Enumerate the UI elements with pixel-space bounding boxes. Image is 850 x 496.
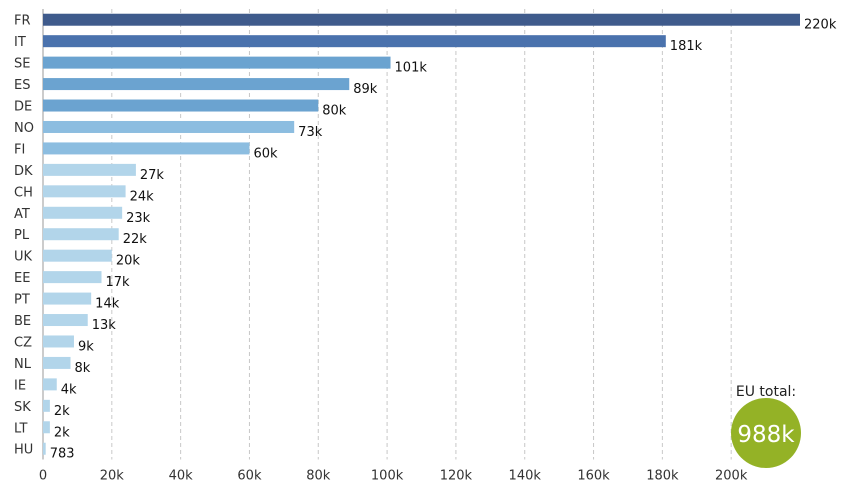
category-label-uk: UK — [14, 250, 33, 265]
value-label-it: 181k — [670, 39, 703, 54]
value-label-nl: 8k — [75, 361, 91, 376]
eu-total-circle — [731, 398, 801, 468]
bar-uk — [43, 249, 112, 262]
category-label-it: IT — [14, 35, 26, 50]
category-label-at: AT — [14, 207, 30, 222]
bar-fr — [43, 13, 800, 26]
category-label-se: SE — [14, 57, 30, 72]
category-label-ee: EE — [14, 271, 30, 286]
bar-sk — [43, 399, 50, 412]
value-label-be: 13k — [92, 318, 117, 333]
bar-de — [43, 99, 319, 112]
category-label-es: ES — [14, 78, 30, 93]
bar-es — [43, 78, 350, 91]
bar-pl — [43, 228, 119, 241]
value-label-dk: 27k — [140, 168, 165, 183]
x-tick-label: 80k — [306, 468, 331, 483]
category-label-hu: HU — [14, 443, 33, 458]
eu-total-value: 988k — [737, 422, 795, 448]
bar-layer — [43, 13, 800, 455]
value-label-cz: 9k — [78, 339, 94, 354]
category-label-ie: IE — [14, 378, 26, 393]
bar-dk — [43, 163, 136, 176]
value-label-uk: 20k — [116, 254, 141, 269]
bar-ch — [43, 185, 126, 198]
value-label-lt: 2k — [54, 425, 70, 440]
x-tick-label: 100k — [371, 468, 404, 483]
category-label-de: DE — [14, 100, 32, 115]
value-label-de: 80k — [322, 104, 347, 119]
category-label-pt: PT — [14, 293, 30, 308]
bar-no — [43, 120, 295, 133]
x-tick-label: 20k — [100, 468, 125, 483]
value-label-no: 73k — [298, 125, 323, 140]
category-label-ch: CH — [14, 185, 33, 200]
category-label-be: BE — [14, 314, 31, 329]
value-label-ie: 4k — [61, 382, 77, 397]
bar-cz — [43, 335, 74, 348]
bar-hu — [43, 442, 46, 455]
bar-ie — [43, 378, 57, 391]
value-label-pt: 14k — [95, 297, 120, 312]
x-tick-label: 0 — [39, 468, 47, 483]
value-label-ee: 17k — [105, 275, 130, 290]
category-label-nl: NL — [14, 357, 32, 372]
bar-nl — [43, 356, 71, 369]
category-label-sk: SK — [14, 400, 31, 415]
x-tick-label: 60k — [237, 468, 262, 483]
value-label-fr: 220k — [804, 18, 837, 33]
x-tick-label: 160k — [577, 468, 610, 483]
value-label-hu: 783 — [50, 447, 75, 462]
x-axis-ticks: 0 20k 40k 60k 80k 100k 120k 140k 160k 180k 200k — [39, 468, 748, 483]
bar-at — [43, 206, 123, 219]
bar-ee — [43, 271, 102, 284]
bar-lt — [43, 421, 50, 434]
value-label-sk: 2k — [54, 404, 70, 419]
category-label-pl: PL — [14, 228, 30, 243]
bar-se — [43, 56, 391, 69]
bar-fi — [43, 142, 250, 155]
eu-total-caption: EU total: — [736, 384, 796, 400]
eu-total-badge: EU total: 988k — [731, 384, 801, 468]
x-tick-label: 180k — [646, 468, 679, 483]
category-label-fi: FI — [14, 142, 25, 157]
value-label-ch: 24k — [130, 189, 155, 204]
value-labels: 220k 181k 101k 89k 80k 73k 60k 27k 24k 23k 22k 20k 1… — [50, 18, 837, 462]
value-label-fi: 60k — [253, 146, 278, 161]
category-label-cz: CZ — [14, 335, 32, 350]
x-tick-label: 40k — [169, 468, 194, 483]
category-label-fr: FR — [14, 14, 31, 29]
bar-be — [43, 314, 88, 327]
category-label-no: NO — [14, 121, 34, 136]
value-label-es: 89k — [353, 82, 378, 97]
value-label-se: 101k — [395, 61, 428, 76]
bar-it — [43, 35, 666, 48]
value-label-pl: 22k — [123, 232, 148, 247]
category-label-dk: DK — [14, 164, 33, 179]
category-label-lt: LT — [14, 421, 27, 436]
x-tick-label: 120k — [440, 468, 473, 483]
x-tick-label: 200k — [715, 468, 748, 483]
x-tick-label: 140k — [509, 468, 542, 483]
category-labels: FR IT SE ES DE NO FI DK CH AT PL UK EE PT BE CZ NL IE SK LT… — [14, 14, 34, 458]
bar-pt — [43, 292, 92, 305]
value-label-at: 23k — [126, 211, 151, 226]
